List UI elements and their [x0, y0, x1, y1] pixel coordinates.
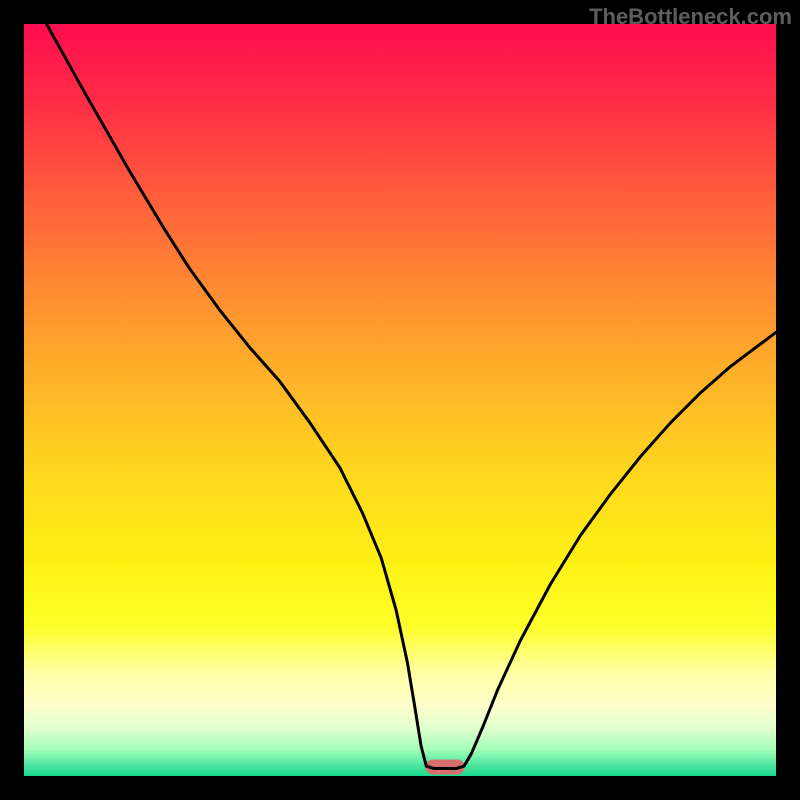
watermark-text: TheBottleneck.com [589, 4, 792, 30]
chart-frame: TheBottleneck.com [0, 0, 800, 800]
plot-area [24, 24, 776, 776]
bottleneck-curve [47, 24, 776, 768]
curve-layer [24, 24, 776, 776]
